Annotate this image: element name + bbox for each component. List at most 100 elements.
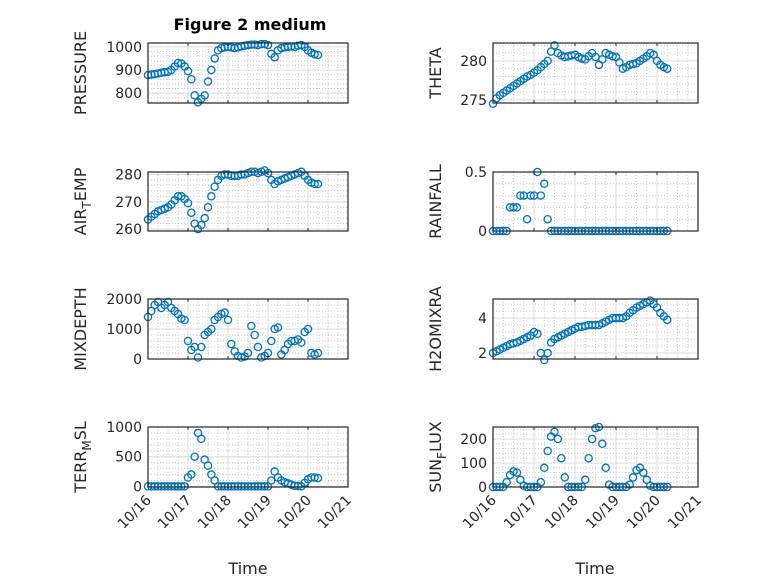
data-point bbox=[173, 58, 183, 68]
data-point bbox=[625, 480, 634, 489]
data-point bbox=[313, 50, 323, 60]
data-point bbox=[187, 74, 196, 84]
data-point bbox=[615, 58, 624, 67]
data-point bbox=[663, 64, 672, 73]
y-tick-label: 200 bbox=[460, 432, 487, 448]
data-point bbox=[200, 91, 209, 100]
figure-title: Figure 2 medium bbox=[174, 15, 327, 34]
y-tick-label: 1000 bbox=[106, 420, 142, 436]
axes-box bbox=[492, 171, 699, 232]
data-point bbox=[313, 473, 323, 483]
data-point bbox=[313, 179, 323, 189]
data-point bbox=[608, 51, 617, 61]
data-point bbox=[512, 468, 522, 477]
data-point bbox=[533, 329, 542, 339]
y-tick-label: 0 bbox=[133, 352, 142, 368]
x-axis-label-left: Time bbox=[227, 559, 267, 578]
data-point bbox=[267, 336, 276, 346]
data-point bbox=[223, 315, 233, 325]
axes-box bbox=[147, 171, 349, 232]
data-point bbox=[584, 453, 593, 463]
data-point bbox=[207, 324, 216, 334]
y-axis-label-theta: THETA bbox=[426, 47, 445, 99]
data-point bbox=[313, 348, 323, 358]
data-point bbox=[303, 324, 313, 334]
data-point bbox=[267, 476, 276, 485]
data-point bbox=[550, 427, 559, 437]
data-point bbox=[220, 308, 229, 317]
x-axis-label-right: Time bbox=[574, 559, 614, 578]
data-point bbox=[253, 342, 263, 352]
data-point bbox=[581, 475, 590, 485]
data-point bbox=[200, 213, 209, 223]
data-point bbox=[553, 434, 563, 444]
x-tick-label: 10/17 bbox=[501, 493, 541, 533]
x-tick-label: 10/20 bbox=[275, 493, 315, 533]
data-point bbox=[190, 91, 199, 100]
y-tick-label: 900 bbox=[115, 63, 142, 79]
x-tick-label: 10/21 bbox=[665, 493, 705, 533]
data-point bbox=[536, 477, 546, 487]
data-point bbox=[663, 315, 672, 325]
axes-box bbox=[492, 426, 699, 488]
y-axis-label-terr-msl: TERRMSL bbox=[71, 421, 94, 494]
x-tick-label: 10/16 bbox=[115, 492, 155, 532]
data-point bbox=[509, 203, 518, 212]
x-tick-label: 10/19 bbox=[583, 493, 623, 533]
data-point bbox=[263, 40, 273, 50]
data-point bbox=[227, 339, 236, 349]
axes-box bbox=[492, 298, 699, 360]
data-point bbox=[207, 65, 216, 75]
y-axis-label-rainfall: RAINFALL bbox=[426, 164, 445, 239]
data-point bbox=[197, 220, 206, 230]
data-point bbox=[197, 434, 206, 444]
y-tick-label: 800 bbox=[115, 86, 142, 102]
data-point bbox=[297, 338, 306, 347]
data-point bbox=[598, 439, 607, 449]
x-tick-label: 10/18 bbox=[542, 493, 582, 533]
data-point bbox=[203, 202, 213, 212]
axes-box bbox=[147, 298, 349, 360]
data-point bbox=[270, 53, 279, 62]
y-tick-label: 2000 bbox=[106, 292, 142, 308]
data-point bbox=[587, 434, 597, 444]
axes-box bbox=[492, 42, 699, 104]
y-tick-label: 270 bbox=[115, 195, 142, 211]
x-tick-label: 10/19 bbox=[235, 493, 275, 533]
data-point bbox=[557, 453, 566, 463]
data-point bbox=[543, 446, 552, 456]
data-point bbox=[247, 321, 256, 331]
data-point bbox=[187, 208, 196, 217]
y-tick-label: 2 bbox=[478, 346, 487, 362]
data-point bbox=[187, 470, 196, 479]
data-point bbox=[310, 473, 319, 482]
y-tick-label: 280 bbox=[115, 167, 142, 183]
data-point bbox=[540, 463, 549, 473]
data-point bbox=[193, 353, 203, 362]
data-point bbox=[536, 191, 546, 200]
data-point bbox=[293, 481, 303, 491]
y-tick-label: 1000 bbox=[106, 322, 142, 338]
data-point bbox=[197, 342, 206, 352]
data-point bbox=[649, 50, 658, 59]
y-tick-label: 100 bbox=[460, 456, 487, 472]
data-point bbox=[210, 54, 219, 63]
data-point bbox=[203, 77, 213, 86]
y-tick-label: 0 bbox=[133, 479, 142, 495]
y-tick-label: 0.5 bbox=[465, 165, 487, 181]
data-point bbox=[263, 168, 273, 178]
y-tick-label: 4 bbox=[478, 311, 487, 327]
data-point bbox=[180, 315, 189, 325]
y-tick-label: 260 bbox=[115, 222, 142, 238]
data-point bbox=[628, 59, 638, 69]
axes-box bbox=[147, 426, 349, 488]
data-point bbox=[601, 463, 611, 473]
data-point bbox=[273, 323, 283, 332]
data-point bbox=[540, 355, 549, 365]
data-point bbox=[512, 203, 522, 212]
data-point bbox=[543, 214, 552, 224]
data-point bbox=[543, 56, 552, 66]
data-point bbox=[550, 41, 559, 50]
data-point bbox=[628, 473, 638, 482]
